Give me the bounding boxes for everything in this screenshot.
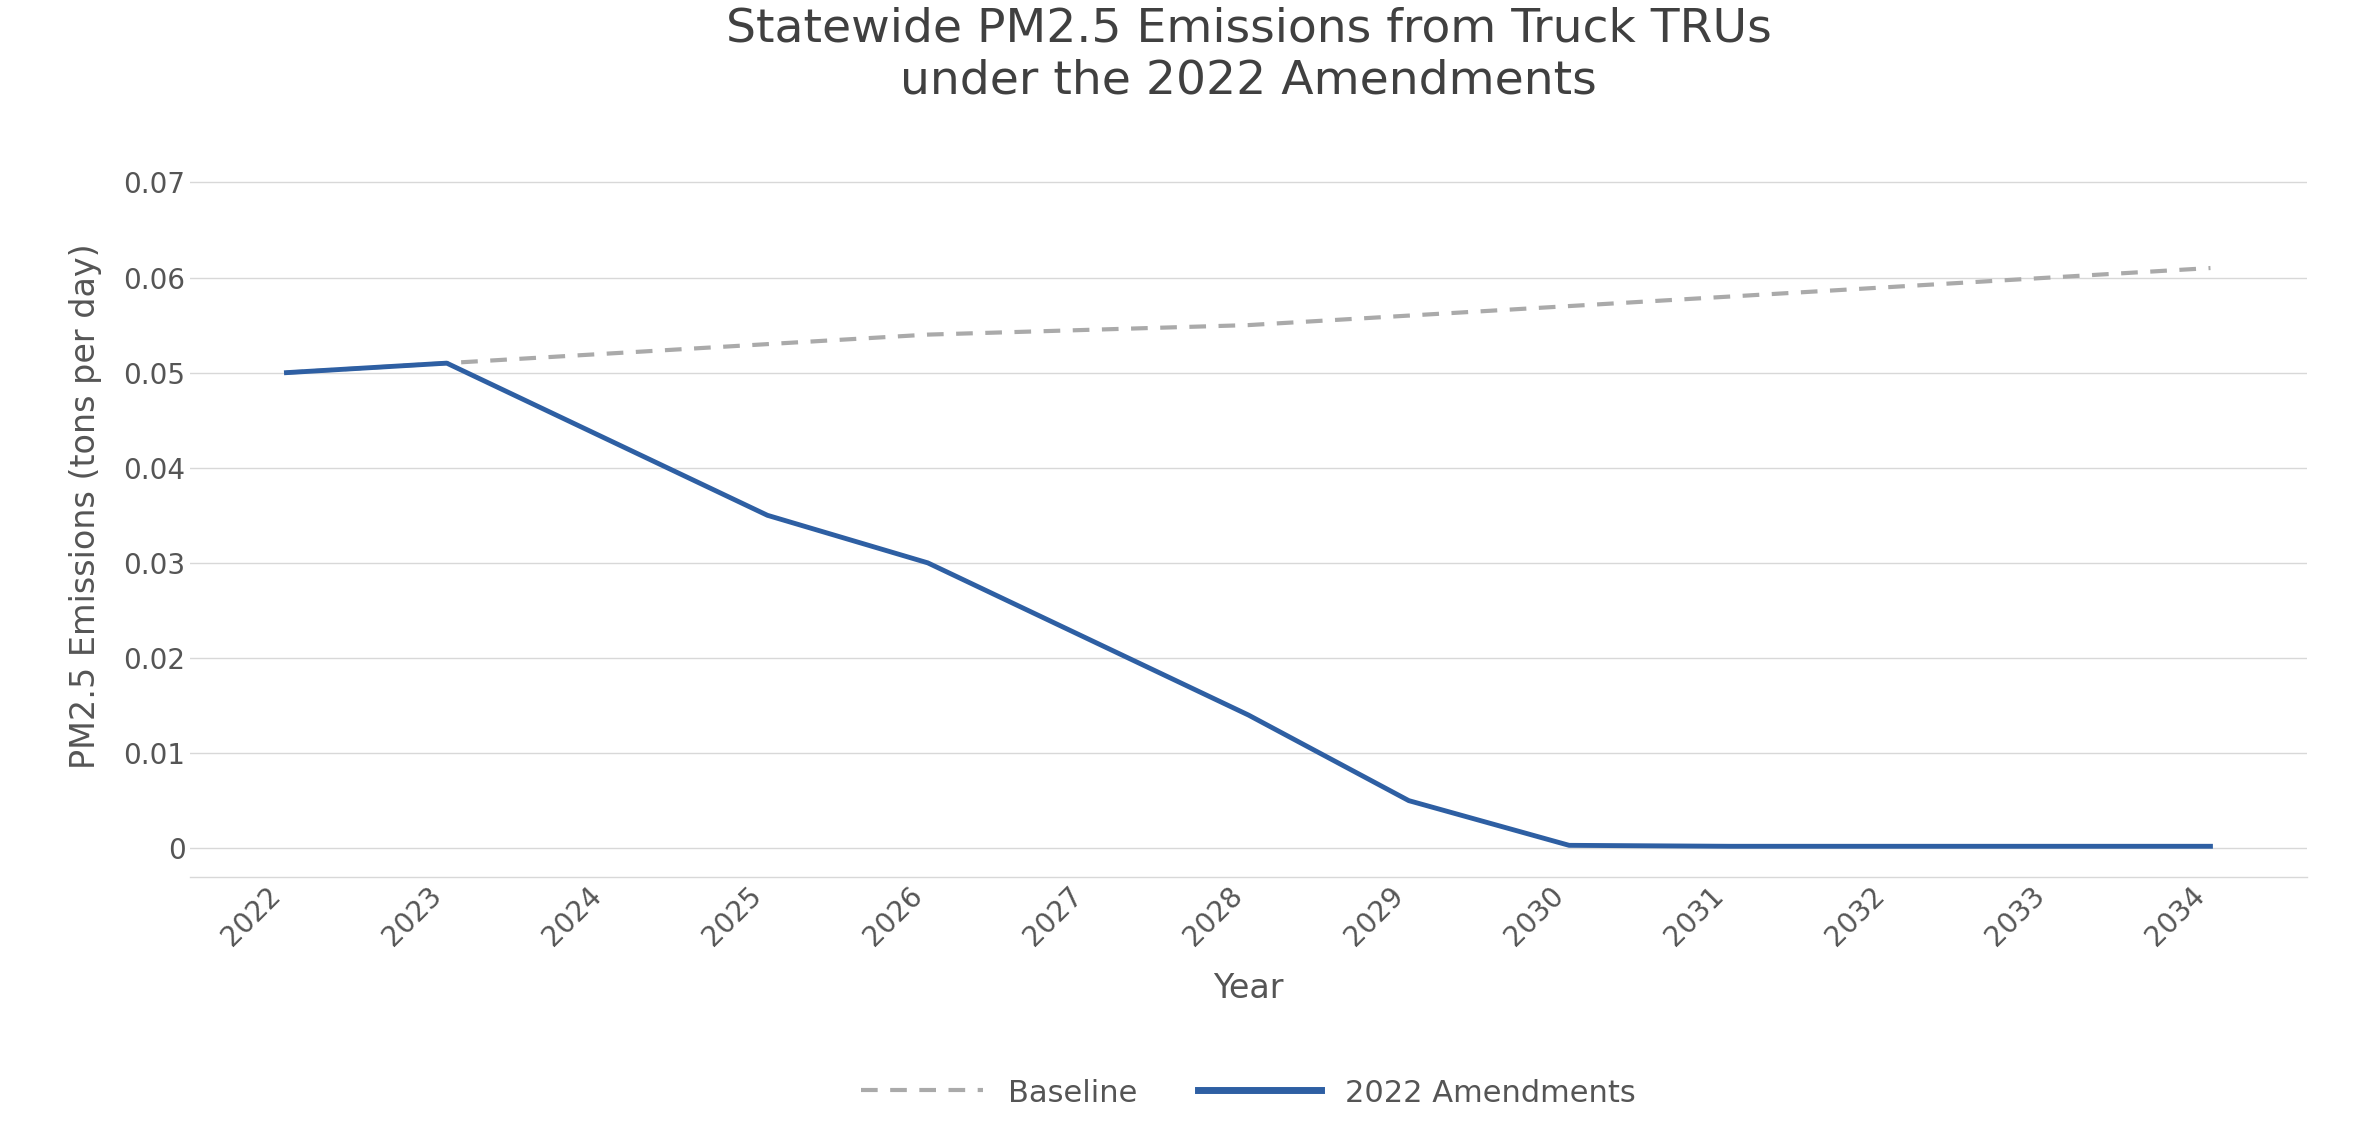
2022 Amendments [2197,840,2226,853]
2022 Amendments [592,433,621,446]
Baseline [1715,290,1743,303]
Baseline [913,328,942,342]
Baseline [1394,309,1422,323]
2022 Amendments [1555,839,1584,852]
Line: Baseline: Baseline [285,268,2212,373]
2022 Amendments [1876,840,1905,853]
Baseline [1234,318,1263,332]
Baseline [592,347,621,361]
Baseline [2197,261,2226,274]
Legend: Baseline, 2022 Amendments: Baseline, 2022 Amendments [861,1078,1636,1107]
Baseline [1555,299,1584,312]
2022 Amendments [1234,708,1263,722]
X-axis label: Year: Year [1213,972,1284,1005]
Baseline [1876,280,1905,293]
Title: Statewide PM2.5 Emissions from Truck TRUs
under the 2022 Amendments: Statewide PM2.5 Emissions from Truck TRU… [725,7,1772,103]
2022 Amendments [754,508,782,522]
2022 Amendments [271,366,300,380]
2022 Amendments [913,556,942,570]
2022 Amendments [433,356,461,370]
Baseline [433,356,461,370]
2022 Amendments [1394,794,1422,807]
2022 Amendments [1715,840,1743,853]
Y-axis label: PM2.5 Emissions (tons per day): PM2.5 Emissions (tons per day) [69,243,102,769]
2022 Amendments [2036,840,2064,853]
Baseline [1075,323,1103,336]
2022 Amendments [1075,632,1103,645]
Baseline [271,366,300,380]
Baseline [2036,271,2064,284]
Baseline [754,337,782,351]
Line: 2022 Amendments: 2022 Amendments [285,363,2212,846]
